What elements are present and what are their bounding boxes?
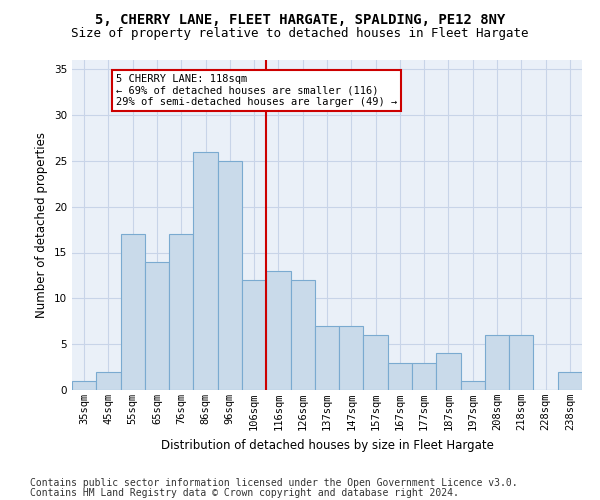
Bar bbox=[412, 362, 436, 390]
Bar bbox=[72, 381, 96, 390]
Bar bbox=[509, 335, 533, 390]
Text: Size of property relative to detached houses in Fleet Hargate: Size of property relative to detached ho… bbox=[71, 28, 529, 40]
Text: Contains HM Land Registry data © Crown copyright and database right 2024.: Contains HM Land Registry data © Crown c… bbox=[30, 488, 459, 498]
Text: Contains public sector information licensed under the Open Government Licence v3: Contains public sector information licen… bbox=[30, 478, 518, 488]
Bar bbox=[485, 335, 509, 390]
Bar bbox=[388, 362, 412, 390]
Bar bbox=[193, 152, 218, 390]
Bar bbox=[169, 234, 193, 390]
Bar bbox=[121, 234, 145, 390]
Y-axis label: Number of detached properties: Number of detached properties bbox=[35, 132, 49, 318]
Bar bbox=[364, 335, 388, 390]
Bar bbox=[266, 271, 290, 390]
Bar bbox=[145, 262, 169, 390]
Bar bbox=[218, 161, 242, 390]
Bar bbox=[96, 372, 121, 390]
Bar bbox=[461, 381, 485, 390]
Bar bbox=[315, 326, 339, 390]
Text: 5, CHERRY LANE, FLEET HARGATE, SPALDING, PE12 8NY: 5, CHERRY LANE, FLEET HARGATE, SPALDING,… bbox=[95, 12, 505, 26]
Bar bbox=[339, 326, 364, 390]
Text: 5 CHERRY LANE: 118sqm
← 69% of detached houses are smaller (116)
29% of semi-det: 5 CHERRY LANE: 118sqm ← 69% of detached … bbox=[116, 74, 397, 107]
Bar bbox=[436, 354, 461, 390]
Bar bbox=[558, 372, 582, 390]
Bar bbox=[242, 280, 266, 390]
X-axis label: Distribution of detached houses by size in Fleet Hargate: Distribution of detached houses by size … bbox=[161, 438, 493, 452]
Bar bbox=[290, 280, 315, 390]
